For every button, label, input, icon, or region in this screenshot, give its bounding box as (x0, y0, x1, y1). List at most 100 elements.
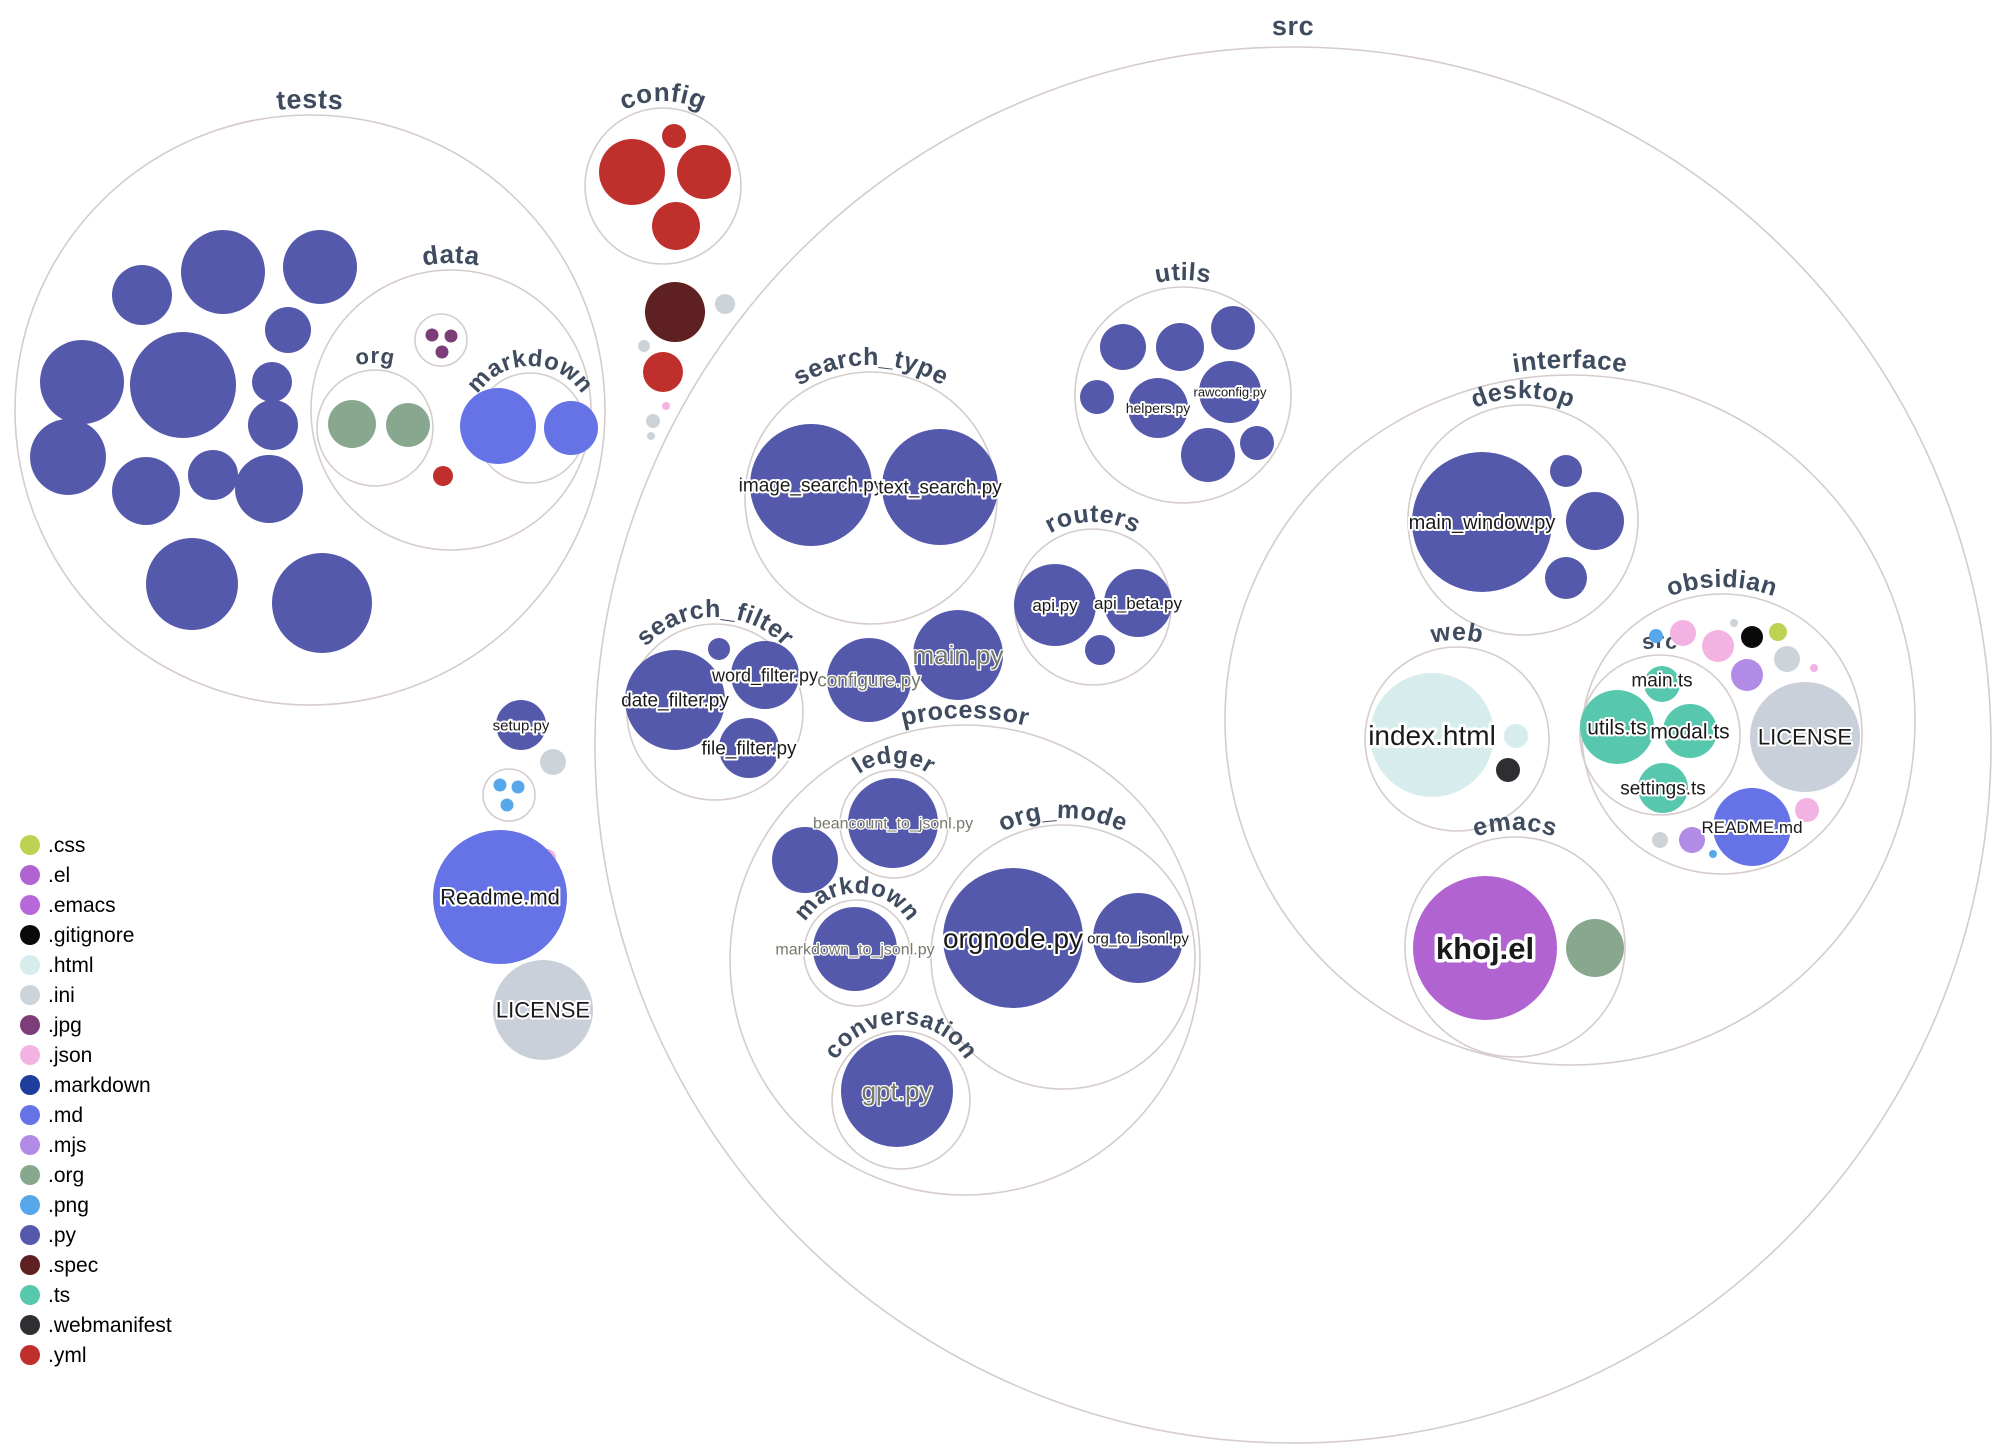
folders-layer: tests configdataorgmarkdownsrcsearch_type… (14, 11, 1992, 1444)
file-py-file-circle (248, 400, 298, 450)
file-LICENSE-circle (1750, 682, 1860, 792)
file-utils.ts-label: utils.ts (1587, 716, 1647, 739)
file-py-file-circle (40, 340, 124, 424)
legend-dot-emacs (20, 895, 40, 915)
file-rawconfig.py-label: rawconfig.py (1194, 385, 1267, 400)
file-yml-file-circle (599, 139, 665, 205)
file-modal.ts-circle (1663, 704, 1717, 758)
file-khoj.el-circle (1413, 876, 1557, 1020)
legend-label-png: .png (48, 1194, 89, 1217)
file-html-file-circle (1504, 724, 1528, 748)
file-py-file-circle (252, 362, 292, 402)
legend-label-py: .py (48, 1224, 77, 1247)
file-setup.py-label: setup.py (493, 717, 550, 734)
file-text_search.py-circle (882, 429, 998, 545)
file-ini-file-circle (638, 340, 650, 352)
legend-dot-png (20, 1195, 40, 1215)
file-text_search.py-label: text_search.py (878, 478, 1002, 499)
file-py-file-circle (181, 230, 265, 314)
legend-dot-yml (20, 1345, 40, 1365)
file-py-file-circle (1156, 323, 1204, 371)
file-api.py-label: api.py (1032, 596, 1078, 615)
file-mjs-file-circle (1679, 827, 1705, 853)
file-main_window.py-label: main_window.py (1409, 512, 1556, 534)
legend-label-html: .html (48, 954, 94, 977)
file-ini-file-circle (715, 294, 735, 314)
legend-label-el: .el (48, 864, 70, 887)
folder-web-label: web (1428, 618, 1486, 649)
file-md-file-circle (544, 401, 598, 455)
legend-label-yml: .yml (48, 1344, 87, 1367)
file-mjs-file-circle (1731, 659, 1763, 691)
file-py-file-circle (772, 827, 838, 893)
legend-label-org: .org (48, 1164, 84, 1187)
file-ini-file-circle (1730, 619, 1738, 627)
folder-desktop-label: desktop (1467, 376, 1579, 413)
folder-interface-label: interface (1510, 344, 1629, 378)
folder-utils-label: utils (1153, 258, 1214, 289)
legend-dot-gitignore (20, 925, 40, 945)
legend-dot-ts (20, 1285, 40, 1305)
legend-dot-py (20, 1225, 40, 1245)
file-jpg-file-circle (425, 328, 439, 342)
file-rawconfig.py-circle (1199, 361, 1261, 423)
file-README.md-circle (1713, 788, 1791, 866)
file-markdown_to_jsonl.py-label: markdown_to_jsonl.py (775, 942, 934, 959)
folder-interface-circle (1224, 374, 1916, 1066)
file-api_beta.py-circle (1104, 569, 1172, 637)
folder-config-circle (584, 107, 742, 265)
file-configure.py-label: configure.py (817, 671, 921, 692)
file-file_filter.py-circle (719, 718, 779, 778)
folder-processor-label: processor (898, 696, 1032, 732)
file-configure.py-circle (827, 638, 911, 722)
file-py-file-circle (1211, 306, 1255, 350)
file-settings.ts-label: settings.ts (1620, 779, 1706, 800)
file-py-file-circle (146, 538, 238, 630)
folder-src-circle (594, 46, 1992, 1444)
file-json-file-circle (662, 402, 670, 410)
file-png-file-circle (500, 798, 514, 812)
folder-root-assets-circle (482, 768, 536, 822)
file-beancount_to_jsonl.py-label: beancount_to_jsonl.py (813, 816, 973, 833)
file-yml-file-circle (662, 124, 686, 148)
folder-processor-circle (729, 724, 1201, 1196)
file-json-file-circle (1795, 798, 1819, 822)
folder-data-org-circle (316, 369, 434, 487)
file-md-file-circle (460, 388, 536, 464)
legend-dot-spec (20, 1255, 40, 1275)
legend-dot-ini (20, 985, 40, 1005)
file-settings.ts-circle (1638, 763, 1688, 813)
file-helpers.py-circle (1128, 378, 1188, 438)
file-yml-file-circle (643, 352, 683, 392)
folder-tests-label: tests (275, 84, 345, 116)
file-main.ts-circle (1644, 666, 1680, 702)
file-khoj.el-label: khoj.el (1436, 931, 1534, 966)
file-Readme.md-label: Readme.md (440, 885, 560, 910)
legend-dot-css (20, 835, 40, 855)
file-json-file-circle (1670, 620, 1696, 646)
file-ini-file-circle (540, 749, 566, 775)
file-setup.py-circle (496, 700, 546, 750)
file-orgnode.py-circle (943, 868, 1083, 1008)
files-layer (30, 124, 1860, 1147)
file-py-file-circle (112, 457, 180, 525)
legend-label-emacs: .emacs (48, 894, 116, 917)
file-py-file-circle (1181, 428, 1235, 482)
file-helpers.py-label: helpers.py (1126, 400, 1191, 416)
file-ini-file-circle (1652, 832, 1668, 848)
folder-web-circle (1364, 646, 1550, 832)
file-yml-file-circle (433, 466, 453, 486)
folder-config-label: config (615, 77, 711, 116)
file-py-file-circle (130, 332, 236, 438)
legend-label-jpg: .jpg (48, 1014, 82, 1037)
folder-emacs-circle (1404, 836, 1626, 1058)
file-LICENSE-label: LICENSE (496, 998, 590, 1023)
folder-data-images-circle (414, 313, 468, 367)
file-py-file-circle (272, 553, 372, 653)
folder-utils-circle (1074, 286, 1292, 504)
file-py-file-circle (708, 638, 730, 660)
folder-search_type-label: search_type (788, 343, 953, 391)
file-main.py-label: main.py (912, 640, 1003, 670)
folder-conversation-circle (831, 1030, 971, 1170)
